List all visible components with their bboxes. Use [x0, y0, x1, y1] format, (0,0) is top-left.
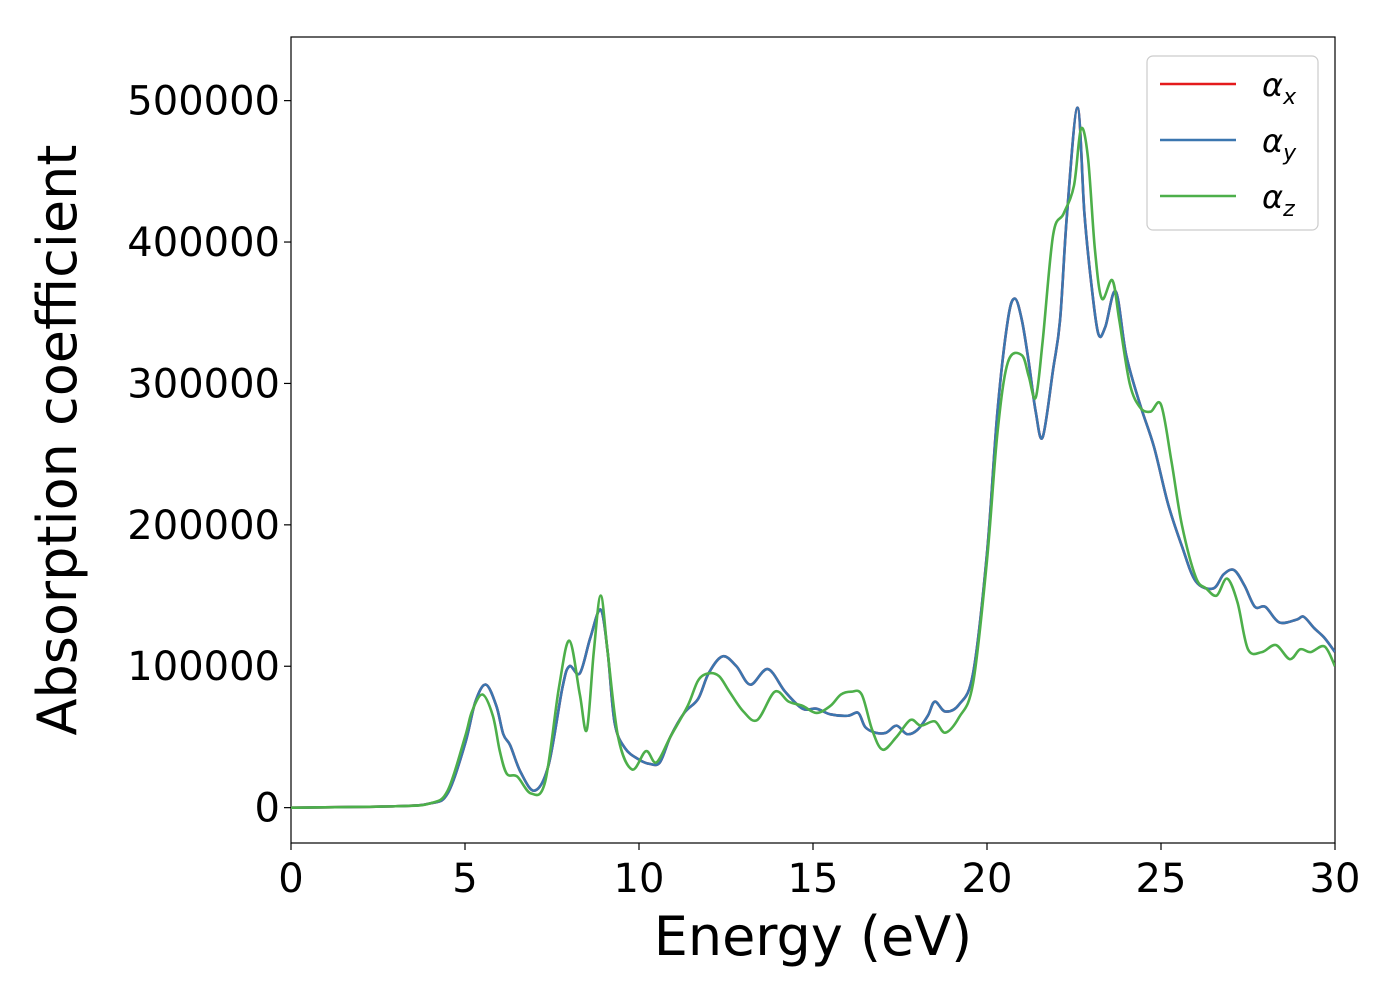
x-tick-label: 5: [452, 856, 477, 902]
x-tick-label: 25: [1136, 856, 1187, 902]
x-tick-label: 15: [788, 856, 839, 902]
x-axis-label: Energy (eV): [654, 905, 973, 968]
x-axis: 0 5 10 15 20 25 30: [278, 843, 1360, 902]
legend-label-alpha-x: αx: [1262, 66, 1297, 110]
y-tick-label: 200000: [127, 503, 280, 549]
legend-label-alpha-y: αy: [1262, 122, 1297, 166]
y-tick-label: 400000: [127, 220, 280, 266]
legend-box: [1146, 55, 1319, 231]
legend: αx αy αz: [1146, 55, 1319, 231]
x-tick-label: 20: [962, 856, 1013, 902]
series-layer: [291, 106, 1335, 809]
series-line-alpha-y: [291, 106, 1335, 809]
x-tick-label: 10: [614, 856, 665, 902]
series-line-alpha-z: [291, 126, 1335, 809]
x-tick-label: 30: [1310, 856, 1361, 902]
x-tick-label: 0: [278, 856, 303, 902]
y-tick-label: 300000: [127, 361, 280, 407]
legend-label-alpha-z: αz: [1262, 178, 1295, 222]
y-tick-label: 100000: [127, 644, 280, 690]
y-tick-label: 0: [255, 786, 280, 832]
y-axis-label: Absorption coefficient: [26, 145, 89, 736]
y-axis: 0 100000 200000 300000 400000 500000: [127, 79, 291, 832]
y-tick-label: 500000: [127, 79, 280, 125]
